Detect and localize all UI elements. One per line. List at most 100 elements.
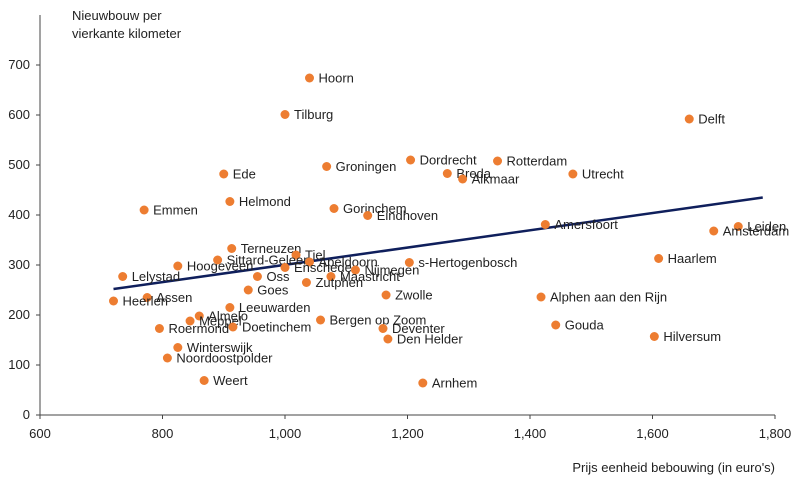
data-point [173,261,183,271]
data-point-label: Den Helder [397,332,463,347]
x-tick-label: 1,200 [391,426,424,441]
data-point-label: Assen [156,290,192,305]
points-group: Hoorn Tilburg Delft Dordrecht Rotterdam Groni… [109,71,789,391]
data-point [458,174,468,184]
data-point [322,162,332,171]
data-point-label: Weert [213,373,248,388]
data-point-label: Oss [266,269,290,284]
data-point [162,353,172,363]
data-point [280,110,290,119]
data-point-label: Amersfoort [554,217,618,232]
data-point [243,285,253,295]
data-point-label: Emmen [153,203,198,218]
data-point-label: Leiden [747,219,786,234]
data-point-label: Goes [257,283,289,298]
data-point [442,169,452,178]
x-tick-label: 800 [152,426,174,441]
data-point [404,258,414,267]
y-tick-label: 400 [8,207,30,222]
data-point-label: Alphen aan den Rijn [550,290,667,305]
data-point [194,311,204,321]
data-point [418,378,428,388]
data-point [684,114,694,124]
data-point-label: Deventer [392,321,445,336]
data-point-label: Doetinchem [242,320,311,335]
data-point-label: Helmond [239,194,291,209]
data-point [280,263,290,272]
data-point [199,376,209,385]
data-point [406,155,416,165]
data-point-label: Bergen op Zoom [330,313,427,328]
data-point-label: Winterswijk [187,340,253,355]
data-point [381,290,391,300]
data-point [118,272,128,281]
y-tick-label: 500 [8,157,30,172]
data-point-label: Zutphen [315,275,363,290]
y-tick-label: 200 [8,307,30,322]
tick-group: 0 100 200 300 400 500 600 700 600 800 1,000 1,200 1,… [8,57,791,441]
data-point [493,156,503,166]
data-point-label: Dordrecht [420,153,477,168]
data-point-label: Apeldoorn [319,255,378,270]
y-tick-label: 700 [8,57,30,72]
data-point [326,272,336,281]
y-axis-title-line-1: Nieuwbouw per [72,8,162,23]
data-point [654,254,664,263]
data-point [154,324,164,333]
trendline-group [113,196,763,291]
y-tick-label: 100 [8,357,30,372]
trendline [113,196,763,291]
data-point-label: Alkmaar [472,172,520,187]
data-point [378,324,388,333]
data-point-label: Eindhoven [377,208,438,223]
data-point-label: Gorinchem [343,201,407,216]
y-tick-label: 0 [23,407,30,422]
data-point [316,315,326,325]
data-point-label: Rotterdam [507,154,568,169]
data-point [568,169,578,179]
data-point [305,73,314,83]
x-tick-label: 1,400 [514,426,547,441]
data-point [213,255,223,265]
data-point-label: Almelo [208,309,248,324]
x-tick-label: 1,800 [759,426,792,441]
x-tick-label: 1,600 [636,426,669,441]
data-point [185,316,195,326]
data-point-label: Hilversum [663,329,721,344]
x-axis-title: Prijs eenheid bebouwing (in euro's) [572,460,775,475]
data-point [225,303,235,312]
data-point-label: Zwolle [395,288,433,303]
data-point-label: Ede [233,167,256,182]
data-point [252,272,262,281]
data-point-label: Lelystad [132,269,180,284]
y-tick-label: 300 [8,257,30,272]
data-point [536,292,546,302]
data-point-label: Groningen [336,159,397,174]
data-point [305,257,314,267]
data-point [709,226,719,236]
data-point [649,332,659,341]
data-point [383,334,393,344]
data-point [350,265,360,275]
data-point-label: Hoorn [319,71,354,86]
data-point [301,278,311,287]
data-point [139,205,149,215]
data-point-label: Delft [698,112,725,127]
data-point-label: Enschede [294,260,352,275]
data-point [551,320,561,330]
data-point [142,293,152,302]
data-point-label: Noordoostpolder [176,351,273,366]
data-point [225,197,235,206]
y-axis-title-line-2: vierkante kilometer [72,26,182,41]
data-point-label: Terneuzen [241,241,302,256]
data-point [228,322,238,332]
data-point [329,204,339,213]
data-point-label: Maastricht [340,269,400,284]
data-point-label: Tilburg [294,107,333,122]
data-point [219,169,229,179]
data-point-label: Amsterdam [723,224,789,239]
data-point [291,250,301,260]
x-tick-label: 600 [29,426,51,441]
data-point-label: Roermond [168,321,229,336]
